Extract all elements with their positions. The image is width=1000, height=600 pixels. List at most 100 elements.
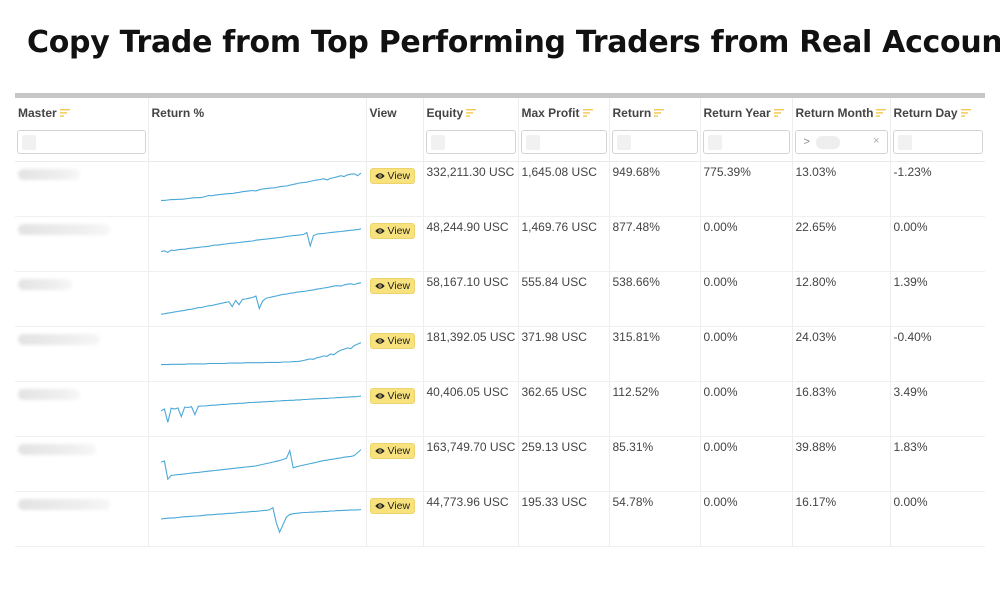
blurred-placeholder: [707, 135, 722, 150]
master-cell: [15, 381, 149, 437]
master-cell: [15, 436, 149, 492]
master-name-blurred[interactable]: [18, 443, 96, 455]
view-cell: View: [366, 216, 424, 272]
blurred-placeholder: [22, 135, 36, 150]
max-profit-filter-input[interactable]: [520, 130, 607, 154]
view-button[interactable]: View: [369, 277, 416, 294]
col-return-year[interactable]: Return Year: [700, 98, 793, 128]
clear-icon[interactable]: ×: [873, 135, 880, 147]
return-cell: 315.81%: [609, 326, 701, 382]
eye-icon: [374, 227, 385, 234]
master-name-blurred[interactable]: [18, 223, 110, 235]
master-name-blurred[interactable]: [18, 168, 80, 180]
master-name-blurred[interactable]: [18, 388, 80, 400]
col-master[interactable]: Master: [15, 98, 149, 128]
view-button[interactable]: View: [369, 497, 416, 514]
sort-icon[interactable]: [773, 108, 784, 118]
master-name-blurred[interactable]: [18, 498, 110, 510]
return-year-filter-input[interactable]: [702, 130, 790, 154]
view-button[interactable]: View: [369, 222, 416, 239]
return-cell: 538.66%: [609, 271, 701, 327]
return-sparkline: [160, 341, 361, 365]
table-row: View 58,167.10 USC 555.84 USC 538.66% 0.00% 1…: [15, 271, 985, 327]
view-button[interactable]: View: [369, 332, 416, 349]
sparkline-path: [160, 506, 361, 534]
return-day-cell: -0.40%: [890, 326, 985, 382]
col-view: View: [366, 98, 424, 128]
return-cell: 949.68%: [609, 161, 701, 217]
sort-icon[interactable]: [960, 108, 971, 118]
sparkline-path: [160, 448, 361, 480]
return-cell: 54.78%: [609, 491, 701, 547]
table-row: View 332,211.30 USC 1,645.08 USC 949.68% 775…: [15, 161, 985, 217]
col-return-month[interactable]: Return Month: [792, 98, 891, 128]
return-chart-cell: [148, 381, 367, 437]
traders-table-container: Master Return % View Equity Max Profit R…: [15, 93, 985, 547]
max-profit-cell: 371.98 USC: [518, 326, 610, 382]
max-profit-cell: 555.84 USC: [518, 271, 610, 327]
return-day-cell: 0.00%: [890, 216, 985, 272]
master-filter-input[interactable]: [17, 130, 146, 154]
table-row: View 181,392.05 USC 371.98 USC 315.81% 0.00%…: [15, 326, 985, 382]
return-month-cell: 13.03%: [792, 161, 891, 217]
return-year-cell: 0.00%: [700, 436, 793, 492]
return-year-cell: 0.00%: [700, 216, 793, 272]
return-sparkline: [160, 172, 361, 201]
return-month-cell: 12.80%: [792, 271, 891, 327]
return-month-cell: 22.65%: [792, 216, 891, 272]
return-year-cell: 0.00%: [700, 491, 793, 547]
max-profit-cell: 195.33 USC: [518, 491, 610, 547]
return-day-cell: 1.83%: [890, 436, 985, 492]
sort-icon[interactable]: [59, 108, 70, 118]
table-row: View 40,406.05 USC 362.65 USC 112.52% 0.00% 1…: [15, 381, 985, 437]
eye-icon: [374, 337, 385, 344]
return-sparkline: [160, 506, 361, 534]
master-cell: [15, 326, 149, 382]
eye-icon: [374, 447, 385, 454]
col-return-percent: Return %: [148, 98, 367, 128]
master-cell: [15, 271, 149, 327]
view-cell: View: [366, 161, 424, 217]
view-cell: View: [366, 271, 424, 327]
view-cell: View: [366, 326, 424, 382]
view-cell: View: [366, 381, 424, 437]
view-button[interactable]: View: [369, 167, 416, 184]
return-month-filter-input[interactable]: > ×: [794, 130, 888, 154]
col-max-profit[interactable]: Max Profit: [518, 98, 610, 128]
view-button[interactable]: View: [369, 442, 416, 459]
sparkline-path: [160, 227, 361, 253]
equity-cell: 48,244.90 USC: [423, 216, 519, 272]
sort-icon[interactable]: [654, 108, 665, 118]
view-button[interactable]: View: [369, 387, 416, 404]
col-return-day[interactable]: Return Day: [890, 98, 985, 128]
equity-cell: 332,211.30 USC: [423, 161, 519, 217]
col-equity[interactable]: Equity: [423, 98, 519, 128]
max-profit-cell: 362.65 USC: [518, 381, 610, 437]
master-cell: [15, 491, 149, 547]
master-name-blurred[interactable]: [18, 278, 72, 290]
eye-icon: [374, 392, 385, 399]
return-cell: 85.31%: [609, 436, 701, 492]
filter-row: > ×: [15, 128, 985, 162]
sort-icon[interactable]: [466, 108, 477, 118]
equity-cell: 58,167.10 USC: [423, 271, 519, 327]
col-return[interactable]: Return: [609, 98, 701, 128]
return-chart-cell: [148, 271, 367, 327]
sort-icon[interactable]: [876, 108, 887, 118]
return-sparkline: [160, 281, 361, 315]
return-year-cell: 0.00%: [700, 381, 793, 437]
view-cell: View: [366, 491, 424, 547]
return-month-cell: 39.88%: [792, 436, 891, 492]
filter-operator: >: [803, 136, 810, 148]
return-filter-input[interactable]: [611, 130, 698, 154]
return-year-cell: 775.39%: [700, 161, 793, 217]
sort-icon[interactable]: [582, 108, 593, 118]
header-row: Master Return % View Equity Max Profit R…: [15, 98, 985, 128]
table-body: View 332,211.30 USC 1,645.08 USC 949.68% 775…: [15, 161, 985, 547]
return-month-cell: 16.17%: [792, 491, 891, 547]
return-day-filter-input[interactable]: [892, 130, 983, 154]
master-name-blurred[interactable]: [18, 333, 100, 345]
table-row: View 48,244.90 USC 1,469.76 USC 877.48% 0.00…: [15, 216, 985, 272]
equity-filter-input[interactable]: [425, 130, 516, 154]
equity-cell: 44,773.96 USC: [423, 491, 519, 547]
